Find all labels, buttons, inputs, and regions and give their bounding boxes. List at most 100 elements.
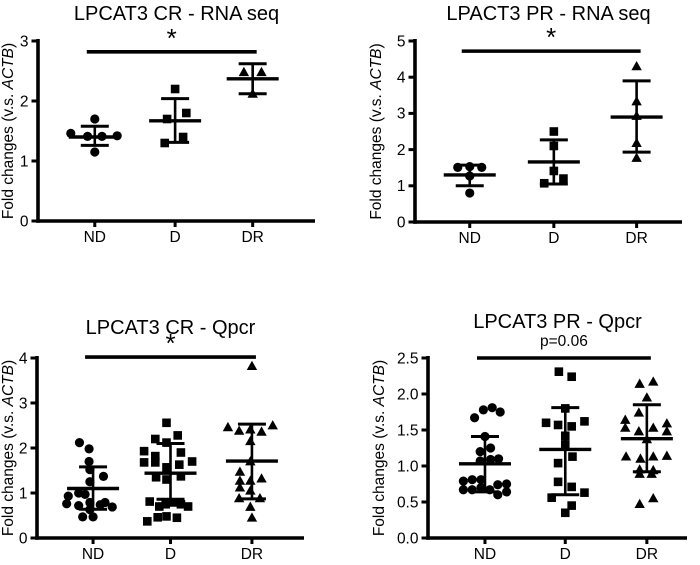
data-point-square: [182, 108, 191, 118]
data-point-triangle: [635, 453, 646, 463]
data-point-square: [178, 132, 188, 142]
data-point-square: [175, 460, 184, 469]
y-tick-label: 2: [397, 142, 406, 159]
data-point-square: [139, 446, 149, 456]
data-point-square: [567, 422, 576, 431]
x-tick-label: D: [170, 229, 181, 246]
chart-title: LPCAT3 CR - RNA seq: [74, 3, 279, 25]
data-point-square: [580, 417, 589, 426]
y-axis-label-gene: ACTB: [368, 49, 385, 91]
data-point-square: [553, 420, 563, 430]
y-axis-label-gene: ACTB: [0, 48, 17, 90]
data-point-triangle: [238, 66, 250, 77]
data-point-triangle: [222, 421, 234, 432]
y-axis-label-suffix: ): [368, 43, 385, 48]
y-tick-label: 0: [19, 530, 28, 547]
data-point-square: [151, 451, 160, 461]
y-axis-label-suffix: ): [0, 43, 17, 48]
data-point-square: [151, 472, 161, 482]
data-point-triangle: [245, 435, 256, 446]
data-point-triangle: [245, 501, 256, 511]
data-point-square: [553, 458, 563, 468]
x-tick-label: DR: [636, 546, 658, 563]
data-point-triangle: [234, 482, 246, 492]
y-tick-label: 1.5: [397, 422, 419, 439]
data-point-square: [580, 488, 589, 497]
scatter-chart: LPCAT3 PR - Qpcr Fold changes (v.s. ACTB)…: [371, 311, 687, 563]
chart-title: LPCAT3 PR - Qpcr: [473, 311, 642, 333]
data-point-circle: [478, 405, 488, 415]
data-point-square: [162, 114, 172, 124]
data-point-circle: [100, 497, 110, 508]
x-tick-label: ND: [82, 546, 104, 563]
y-tick-label: 4: [397, 70, 406, 87]
data-point-circle: [493, 480, 503, 490]
data-point-square: [176, 448, 186, 457]
data-point-circle: [90, 147, 100, 157]
data-point-circle: [485, 454, 496, 465]
data-point-square: [183, 502, 193, 511]
panel-lpcat3-pr-qpcr: LPCAT3 PR - Qpcr Fold changes (v.s. ACTB)…: [350, 282, 700, 565]
data-point-circle: [458, 476, 468, 486]
x-tick-label: ND: [474, 546, 496, 563]
x-tick-label: D: [560, 546, 571, 563]
data-point-square: [151, 458, 160, 467]
data-point-square: [560, 508, 570, 518]
scatter-chart: LPCAT3 CR - RNA seq Fold changes (v.s. AC…: [0, 3, 315, 246]
x-tick-label: DR: [625, 230, 647, 247]
data-point-square: [139, 458, 149, 467]
y-axis-label-prefix: Fold changes (v.s.: [0, 89, 17, 219]
data-point-circle: [501, 487, 512, 497]
data-point-triangle: [634, 378, 645, 388]
data-point-square: [143, 517, 152, 526]
significance-label: *: [167, 23, 177, 53]
y-axis-label: Fold changes (v.s. ACTB): [0, 43, 17, 219]
data-point-triangle: [641, 392, 653, 402]
y-tick-label: 1: [397, 178, 406, 195]
y-tick-label: 0: [397, 214, 406, 231]
panel-lpact3-pr-rna-seq: LPACT3 PR - RNA seq Fold changes (v.s. AC…: [350, 0, 700, 282]
y-axis-label-gene: ACTB: [371, 365, 388, 407]
y-axis-label-prefix: Fold changes (v.s.: [371, 406, 388, 536]
data-point-triangle: [634, 498, 645, 509]
y-tick-label: 0.5: [397, 494, 419, 511]
data-point-square: [168, 498, 178, 507]
data-point-square: [176, 499, 186, 509]
y-tick-label: 3: [397, 106, 406, 123]
y-tick-label: 2: [19, 440, 28, 457]
data-point-circle: [467, 475, 477, 485]
x-tick-label: DR: [241, 546, 263, 563]
data-point-triangle: [233, 425, 245, 435]
data-point-triangle: [633, 426, 645, 436]
data-point-square: [161, 499, 170, 509]
data-point-circle: [90, 114, 100, 124]
data-point-triangle: [256, 473, 267, 483]
y-axis-label: Fold changes (v.s. ACTB): [368, 43, 385, 219]
significance-label: *: [546, 22, 556, 52]
data-point-triangle: [256, 426, 267, 436]
data-point-triangle: [234, 466, 246, 476]
y-axis-label-suffix: ): [371, 360, 388, 365]
y-axis-label: Fold changes (v.s. ACTB): [0, 360, 17, 536]
data-point-circle: [88, 512, 98, 522]
x-tick-label: ND: [84, 229, 106, 246]
data-point-triangle: [648, 493, 659, 503]
data-point-circle: [465, 188, 475, 198]
data-point-square: [549, 127, 559, 136]
data-point-square: [567, 372, 576, 382]
data-point-square: [151, 434, 160, 444]
y-tick-label: 2.0: [397, 386, 419, 403]
data-point-triangle: [648, 451, 659, 461]
data-point-triangle: [245, 475, 256, 485]
data-point-circle: [84, 444, 94, 454]
data-point-circle: [469, 413, 480, 423]
scatter-chart: LPACT3 PR - RNA seq Fold changes (v.s. AC…: [368, 3, 682, 247]
data-point-square: [162, 512, 171, 521]
data-point-circle: [62, 499, 72, 509]
significance-label: *: [165, 328, 175, 358]
y-axis-label-prefix: Fold changes (v.s.: [368, 90, 385, 220]
data-point-square: [547, 493, 556, 502]
data-point-triangle: [648, 376, 659, 386]
data-point-square: [176, 472, 186, 481]
panel-lpcat3-cr-rna-seq: LPCAT3 CR - RNA seq Fold changes (v.s. AC…: [0, 0, 350, 282]
